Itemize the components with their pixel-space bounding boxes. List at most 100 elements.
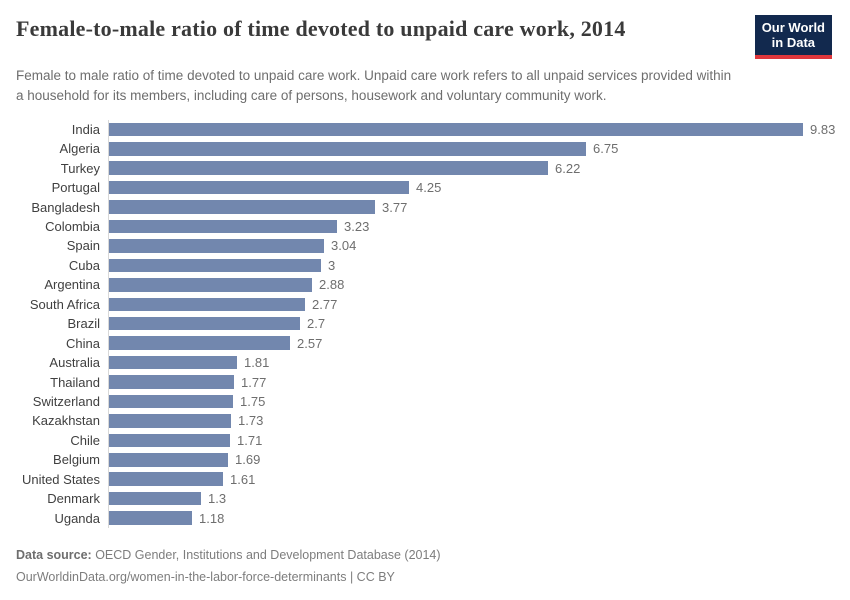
bar-track: 2.57 [108,333,832,353]
bar[interactable] [109,142,586,156]
bar-track: 6.75 [108,139,832,159]
bar-value: 3.77 [382,199,408,215]
bar[interactable] [109,453,228,467]
bar[interactable] [109,336,290,350]
bar-value: 1.73 [238,413,264,429]
bar-label: South Africa [29,296,100,312]
owid-logo-line1: Our World [761,20,825,35]
bar-row: Cuba 3 [16,255,832,276]
bar-value: 2.77 [312,296,338,312]
bar-label: Bangladesh [31,199,100,215]
bar-value: 1.61 [230,471,256,487]
bar-value: 3.04 [331,238,357,254]
bar[interactable] [109,375,234,389]
bar-track: 6.22 [108,158,832,178]
bar-row: Belgium 1.69 [16,450,832,470]
header-text: Female-to-male ratio of time devoted to … [16,14,626,42]
bar[interactable] [109,316,300,331]
bar[interactable] [109,472,223,486]
bar-track: 3 [108,255,832,276]
footer: Data source: OECD Gender, Institutions a… [16,545,832,589]
bar-row: South Africa 2.77 [16,294,832,314]
header: Female-to-male ratio of time devoted to … [16,14,832,59]
bar-value: 2.7 [307,316,326,332]
bar-value: 4.25 [416,180,442,196]
bar[interactable] [109,180,409,195]
bar-track: 1.73 [108,411,832,431]
citation-url: OurWorldinData.org/women-in-the-labor-fo… [16,569,347,584]
bar-value: 1.71 [237,432,263,448]
bar-value: 1.18 [199,510,225,526]
bar-row: Argentina 2.88 [16,275,832,295]
bar-value: 2.88 [319,277,345,293]
bar-label: Switzerland [32,393,100,409]
bar-row: Chile 1.71 [16,430,832,451]
bar-track: 1.18 [108,508,832,528]
bar-value: 6.22 [555,160,581,176]
bar-track: 1.3 [108,488,832,509]
data-source-line: Data source: OECD Gender, Institutions a… [16,545,832,567]
bar-track: 2.77 [108,294,832,314]
bar[interactable] [109,433,230,448]
bar-label: Thailand [50,374,100,390]
bar-value: 9.83 [810,121,836,137]
bar-row: Kazakhstan 1.73 [16,411,832,431]
bar-label: China [66,335,100,351]
bar[interactable] [109,239,324,253]
bar-track: 3.77 [108,197,832,217]
bar-value: 1.75 [240,393,266,409]
bar[interactable] [109,297,305,311]
bar[interactable] [109,258,321,273]
bar[interactable] [109,511,192,525]
bar-row: United States 1.61 [16,469,832,489]
bar[interactable] [109,122,803,137]
data-source-label: Data source: [16,547,92,562]
bar-label: Algeria [59,141,100,157]
bar-label: Belgium [53,452,100,468]
bar-row: Bangladesh 3.77 [16,197,832,217]
bar-label: United States [21,471,100,487]
bar[interactable] [109,394,233,409]
bar[interactable] [109,219,337,234]
bar[interactable] [109,200,375,214]
bar-track: 1.75 [108,391,832,412]
bar[interactable] [109,355,237,370]
bar-value: 1.77 [241,374,267,390]
bar-label: Argentina [44,277,100,293]
bar-track: 3.23 [108,216,832,237]
bar-track: 1.81 [108,352,832,373]
bar-row: Thailand 1.77 [16,372,832,392]
bar[interactable] [109,161,548,175]
bar-row: Australia 1.81 [16,352,832,373]
bar-label: Colombia [45,219,100,234]
bar-track: 1.61 [108,469,832,489]
bar-value: 3 [328,257,336,273]
bar-row: China 2.57 [16,333,832,353]
bar-row: Switzerland 1.75 [16,391,832,412]
bar[interactable] [109,491,201,506]
bar-label: Denmark [47,491,100,507]
bar-row: Portugal 4.25 [16,177,832,198]
bar-label: India [71,121,100,137]
bar[interactable] [109,278,312,292]
citation-line: OurWorldinData.org/women-in-the-labor-fo… [16,567,832,589]
bar-track: 1.69 [108,450,832,470]
owid-logo: Our World in Data [754,15,832,59]
bar-value: 1.81 [244,355,270,371]
bar-label: Uganda [54,510,100,526]
bar-value: 1.3 [208,491,227,507]
bar-track: 1.77 [108,372,832,392]
license-label: CC BY [356,569,395,584]
bar-value: 1.69 [235,452,261,468]
chart-subtitle: Female to male ratio of time devoted to … [16,67,732,103]
bar-row: Spain 3.04 [16,236,832,256]
data-source-text: OECD Gender, Institutions and Developmen… [91,547,441,562]
bar-row: India 9.83 [16,119,836,140]
bar-label: Kazakhstan [32,413,100,429]
owid-logo-line2: in Data [771,35,816,51]
bar-label: Portugal [51,180,100,196]
bar[interactable] [109,414,231,428]
bar-label: Turkey [60,160,100,176]
bar-label: Australia [49,355,100,371]
